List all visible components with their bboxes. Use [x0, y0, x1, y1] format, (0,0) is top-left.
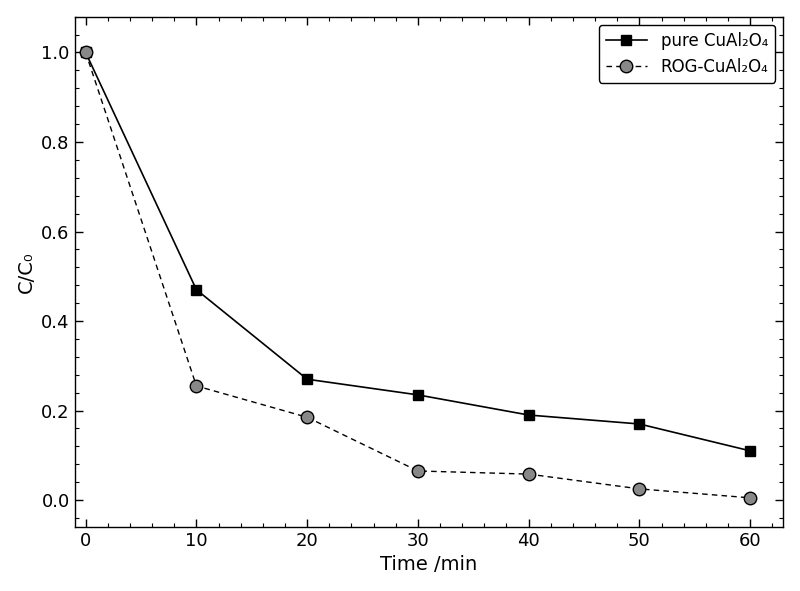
Line: ROG-CuAl₂O₄: ROG-CuAl₂O₄ [79, 46, 756, 504]
ROG-CuAl₂O₄ [81, 49, 90, 56]
ROG-CuAl₂O₄ [413, 467, 422, 475]
Legend: pure CuAl₂O₄, ROG-CuAl₂O₄: pure CuAl₂O₄, ROG-CuAl₂O₄ [599, 25, 775, 83]
Y-axis label: C/C₀: C/C₀ [17, 251, 36, 293]
ROG-CuAl₂O₄ [634, 485, 644, 492]
pure CuAl₂O₄ [413, 391, 422, 398]
pure CuAl₂O₄ [746, 447, 755, 454]
pure CuAl₂O₄ [191, 286, 201, 293]
Line: pure CuAl₂O₄: pure CuAl₂O₄ [81, 48, 755, 456]
ROG-CuAl₂O₄ [302, 414, 312, 421]
pure CuAl₂O₄ [302, 376, 312, 383]
pure CuAl₂O₄ [81, 49, 90, 56]
pure CuAl₂O₄ [524, 411, 534, 418]
ROG-CuAl₂O₄ [746, 494, 755, 501]
X-axis label: Time /min: Time /min [380, 556, 478, 574]
ROG-CuAl₂O₄ [191, 382, 201, 389]
ROG-CuAl₂O₄ [524, 470, 534, 478]
pure CuAl₂O₄ [634, 420, 644, 427]
